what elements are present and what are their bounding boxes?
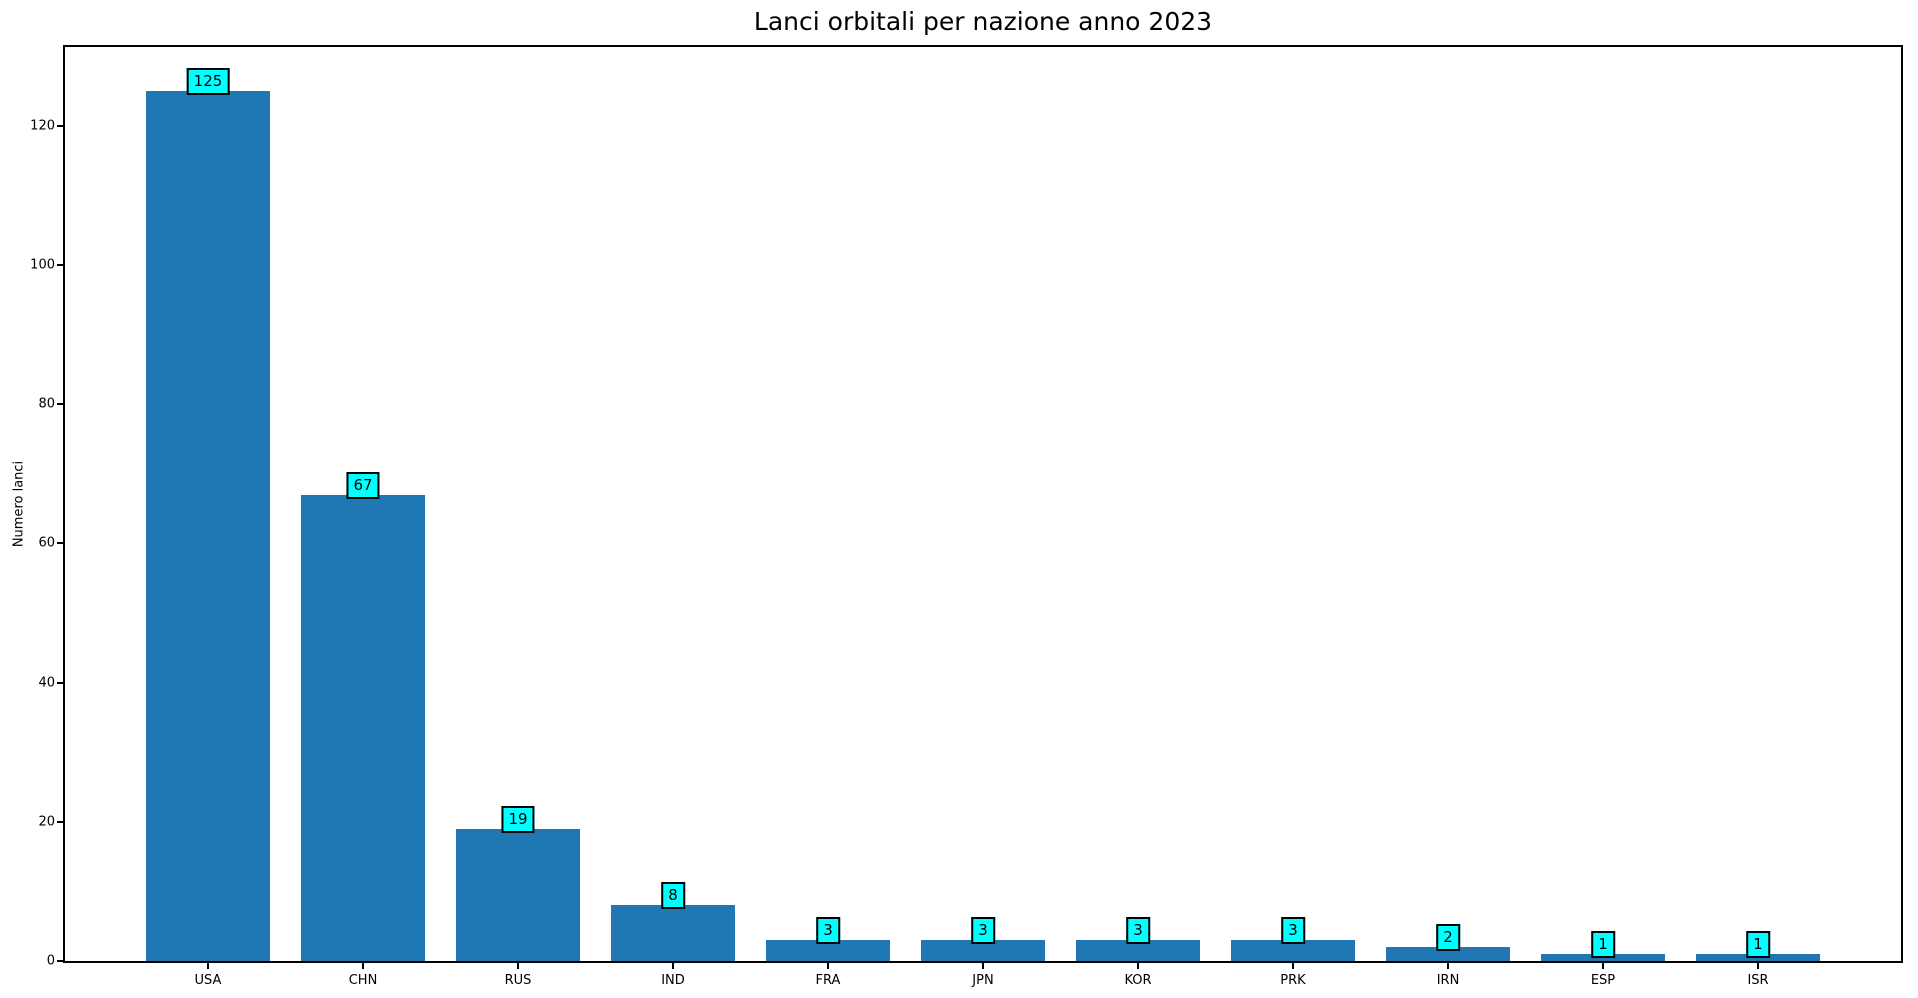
y-tick-label: 0 [46, 953, 55, 969]
x-tick-mark [1137, 963, 1139, 969]
bar-value-label-kor: 3 [1126, 917, 1150, 944]
y-tick-mark [57, 542, 63, 545]
bar-value-label-jpn: 3 [971, 917, 995, 944]
plot-area: 0 20 40 60 80 100 120 125 USA 67 CHN 19 RUS 8 IND 3 FRA 3… [30, 45, 1903, 988]
bar-value-label-rus: 19 [501, 806, 535, 833]
x-tick-label-esp: ESP [1590, 973, 1616, 988]
x-tick-label-jpn: JPN [972, 973, 994, 988]
bar-value-label-irn: 2 [1436, 924, 1460, 951]
x-tick-mark [1292, 963, 1294, 969]
x-tick-mark [1447, 963, 1449, 969]
bar-ind [611, 905, 735, 961]
chart-title: Lanci orbitali per nazione anno 2023 [753, 7, 1213, 36]
bar-chn [301, 495, 425, 961]
bar-fra [766, 940, 890, 961]
bar-value-label-esp: 1 [1591, 931, 1615, 958]
bar-value-label-chn: 67 [346, 472, 380, 499]
x-tick-mark [672, 963, 674, 969]
x-tick-label-usa: USA [194, 973, 222, 988]
x-tick-label-fra: FRA [815, 973, 841, 988]
x-tick-label-rus: RUS [504, 973, 532, 988]
bar-value-label-prk: 3 [1281, 917, 1305, 944]
y-tick-mark [57, 681, 63, 684]
bar-prk [1231, 940, 1355, 961]
x-tick-label-isr: ISR [1747, 973, 1769, 988]
x-tick-mark [982, 963, 984, 969]
x-tick-label-irn: IRN [1436, 973, 1460, 988]
bar-rus [456, 829, 580, 961]
bar-jpn [921, 940, 1045, 961]
x-tick-mark [517, 963, 519, 969]
y-tick-mark [57, 820, 63, 823]
x-tick-mark [827, 963, 829, 969]
bar-irn [1386, 947, 1510, 961]
y-tick-label: 120 [30, 118, 55, 134]
bar-value-label-ind: 8 [661, 882, 685, 909]
x-tick-mark [207, 963, 209, 969]
x-tick-mark [1602, 963, 1604, 969]
y-tick-label: 40 [38, 675, 55, 691]
x-tick-mark [1757, 963, 1759, 969]
y-tick-label: 60 [38, 535, 55, 551]
x-tick-label-chn: CHN [348, 973, 378, 988]
y-tick-mark [57, 403, 63, 406]
x-tick-label-kor: KOR [1124, 973, 1152, 988]
x-tick-label-prk: PRK [1280, 973, 1306, 988]
bar-value-label-isr: 1 [1746, 931, 1770, 958]
y-tick-label: 100 [30, 257, 55, 273]
y-tick-mark [57, 263, 63, 266]
bar-value-label-fra: 3 [816, 917, 840, 944]
y-tick-mark [57, 960, 63, 962]
y-axis-label: Numero lanci [11, 460, 27, 548]
y-tick-mark [57, 124, 63, 127]
bar-value-label-usa: 125 [186, 68, 230, 95]
x-tick-label-ind: IND [661, 973, 685, 988]
y-tick-label: 80 [38, 396, 55, 412]
x-tick-mark [362, 963, 364, 969]
y-tick-label: 20 [38, 814, 55, 830]
bar-kor [1076, 940, 1200, 961]
bar-usa [146, 91, 270, 961]
